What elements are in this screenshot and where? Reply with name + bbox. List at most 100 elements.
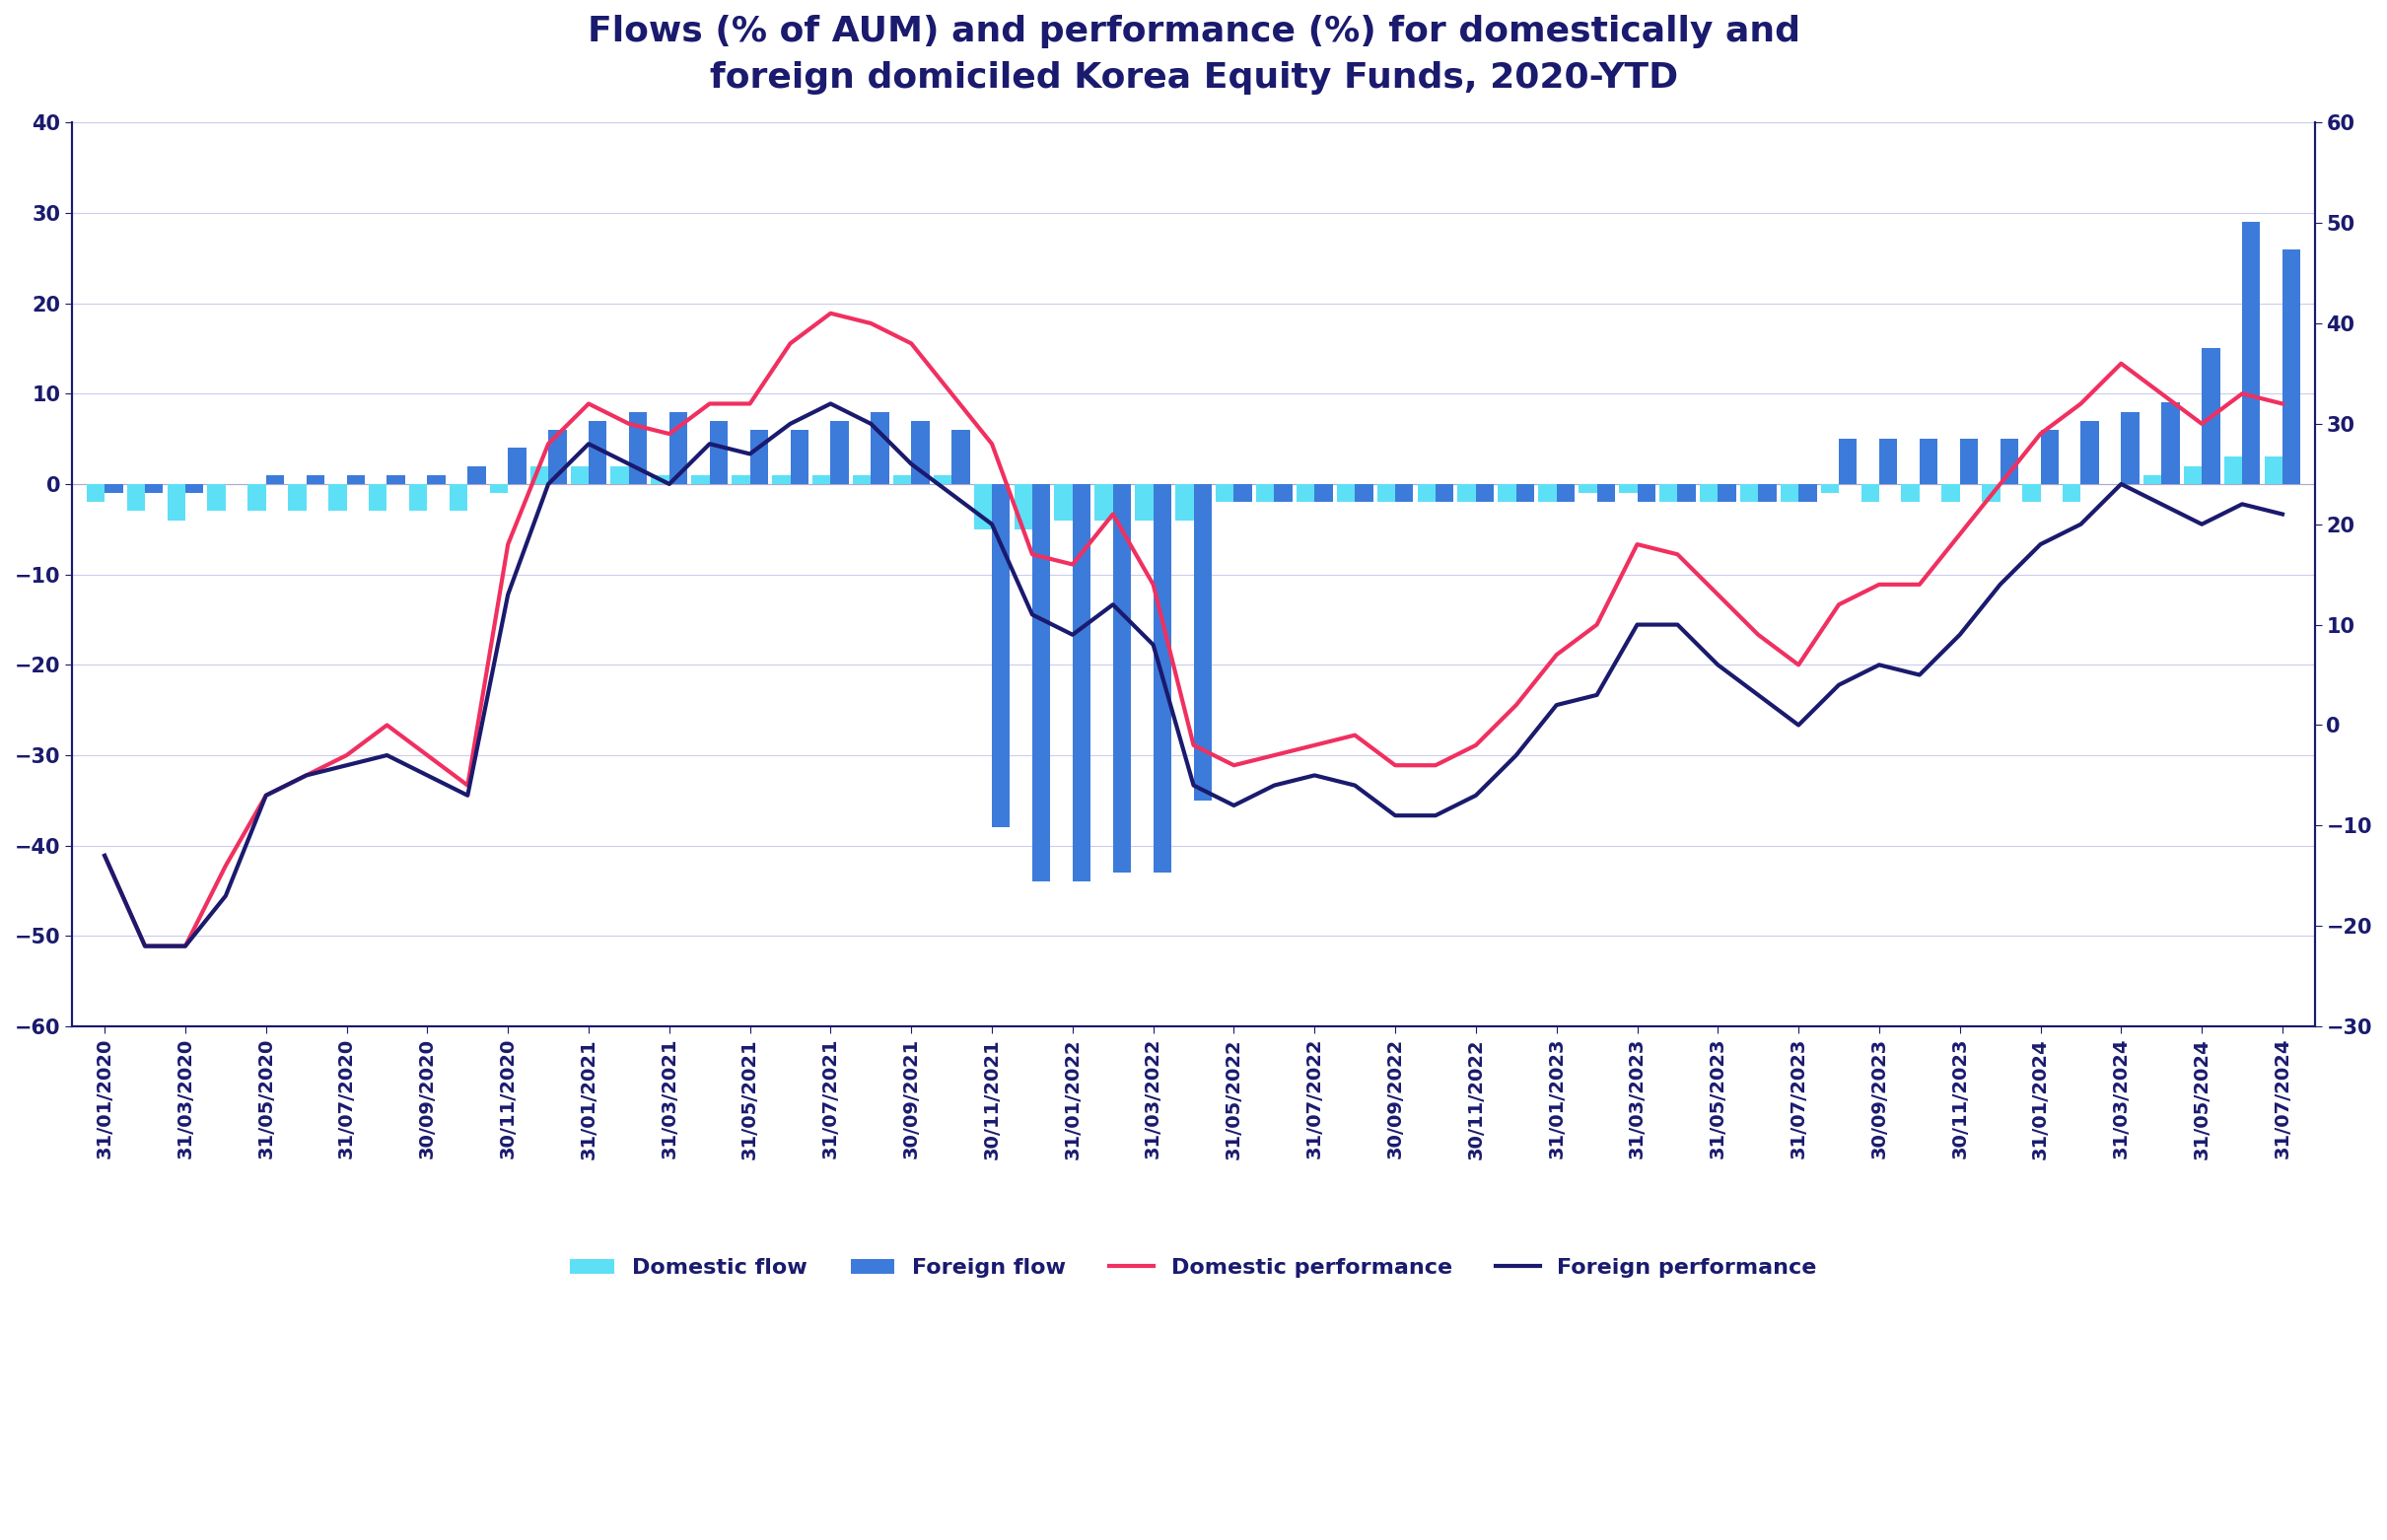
Bar xyxy=(1256,484,1275,502)
Bar xyxy=(1597,484,1616,502)
Foreign performance xyxy=(654,474,683,493)
Bar xyxy=(1315,484,1332,502)
Bar xyxy=(2201,348,2220,484)
Bar xyxy=(628,411,647,484)
Bar xyxy=(570,467,590,484)
Foreign performance xyxy=(2227,494,2256,513)
Bar xyxy=(329,484,346,511)
Bar xyxy=(2000,439,2019,484)
Domestic performance xyxy=(816,303,845,322)
Foreign performance xyxy=(91,847,119,865)
Bar xyxy=(2241,222,2260,484)
Bar xyxy=(1136,484,1153,521)
Bar xyxy=(1194,484,1213,801)
Bar xyxy=(489,484,508,493)
Bar xyxy=(871,411,888,484)
Bar xyxy=(1418,484,1435,502)
Foreign performance xyxy=(131,936,160,955)
Bar xyxy=(146,484,162,493)
Bar xyxy=(1215,484,1234,502)
Bar xyxy=(852,474,871,484)
Bar xyxy=(893,474,912,484)
Bar xyxy=(1578,484,1597,493)
Bar xyxy=(1537,484,1556,502)
Bar xyxy=(2163,402,2179,484)
Bar xyxy=(1618,484,1637,493)
Bar xyxy=(2225,457,2241,484)
Bar xyxy=(1234,484,1253,502)
Foreign performance xyxy=(2268,505,2296,524)
Line: Foreign performance: Foreign performance xyxy=(105,403,2282,946)
Bar xyxy=(387,474,406,484)
Bar xyxy=(912,420,929,484)
Bar xyxy=(1902,484,1919,502)
Domestic performance xyxy=(2268,394,2296,413)
Bar xyxy=(1296,484,1315,502)
Bar xyxy=(265,474,284,484)
Bar xyxy=(1112,484,1131,873)
Bar xyxy=(1275,484,1291,502)
Bar xyxy=(1659,484,1678,502)
Foreign performance xyxy=(2108,474,2136,493)
Bar xyxy=(248,484,265,511)
Legend: Domestic flow, Foreign flow, Domestic performance, Foreign performance: Domestic flow, Foreign flow, Domestic pe… xyxy=(561,1249,1826,1286)
Bar xyxy=(1941,484,1960,502)
Bar xyxy=(1475,484,1494,502)
Bar xyxy=(1014,484,1031,530)
Bar xyxy=(1919,439,1938,484)
Domestic performance xyxy=(979,434,1007,453)
Bar xyxy=(1740,484,1759,502)
Bar xyxy=(590,420,606,484)
Bar xyxy=(370,484,387,511)
Bar xyxy=(1960,439,1979,484)
Bar xyxy=(468,467,487,484)
Bar xyxy=(993,484,1010,827)
Domestic performance xyxy=(2227,385,2256,403)
Domestic performance xyxy=(535,434,563,453)
Bar xyxy=(1678,484,1695,502)
Bar xyxy=(1377,484,1396,502)
Bar xyxy=(1396,484,1413,502)
Bar xyxy=(790,430,809,484)
Bar xyxy=(1356,484,1373,502)
Bar xyxy=(127,484,146,511)
Bar xyxy=(1055,484,1072,521)
Domestic performance xyxy=(654,425,683,444)
Bar xyxy=(449,484,468,511)
Bar xyxy=(2265,457,2282,484)
Bar xyxy=(812,474,831,484)
Bar xyxy=(1719,484,1735,502)
Bar xyxy=(208,484,227,511)
Bar xyxy=(2144,474,2163,484)
Bar xyxy=(1981,484,2000,502)
Bar xyxy=(2184,467,2201,484)
Title: Flows (% of AUM) and performance (%) for domestically and
foreign domiciled Kore: Flows (% of AUM) and performance (%) for… xyxy=(587,15,1800,95)
Bar xyxy=(709,420,728,484)
Bar xyxy=(1499,484,1516,502)
Bar xyxy=(952,430,969,484)
Bar xyxy=(346,474,365,484)
Bar xyxy=(408,484,427,511)
Bar xyxy=(1337,484,1356,502)
Bar xyxy=(733,474,750,484)
Bar xyxy=(831,420,850,484)
Bar xyxy=(771,474,790,484)
Bar xyxy=(1096,484,1112,521)
Bar xyxy=(1435,484,1454,502)
Bar xyxy=(1797,484,1817,502)
Bar xyxy=(2081,420,2098,484)
Bar xyxy=(1781,484,1797,502)
Bar xyxy=(1516,484,1535,502)
Foreign performance xyxy=(816,394,845,413)
Bar xyxy=(1153,484,1172,873)
Bar xyxy=(289,484,306,511)
Bar xyxy=(1072,484,1091,882)
Bar xyxy=(1700,484,1719,502)
Bar xyxy=(167,484,186,521)
Bar xyxy=(1879,439,1898,484)
Domestic performance xyxy=(131,936,160,955)
Bar xyxy=(1637,484,1654,502)
Bar xyxy=(974,484,993,530)
Bar xyxy=(2041,430,2058,484)
Bar xyxy=(668,411,687,484)
